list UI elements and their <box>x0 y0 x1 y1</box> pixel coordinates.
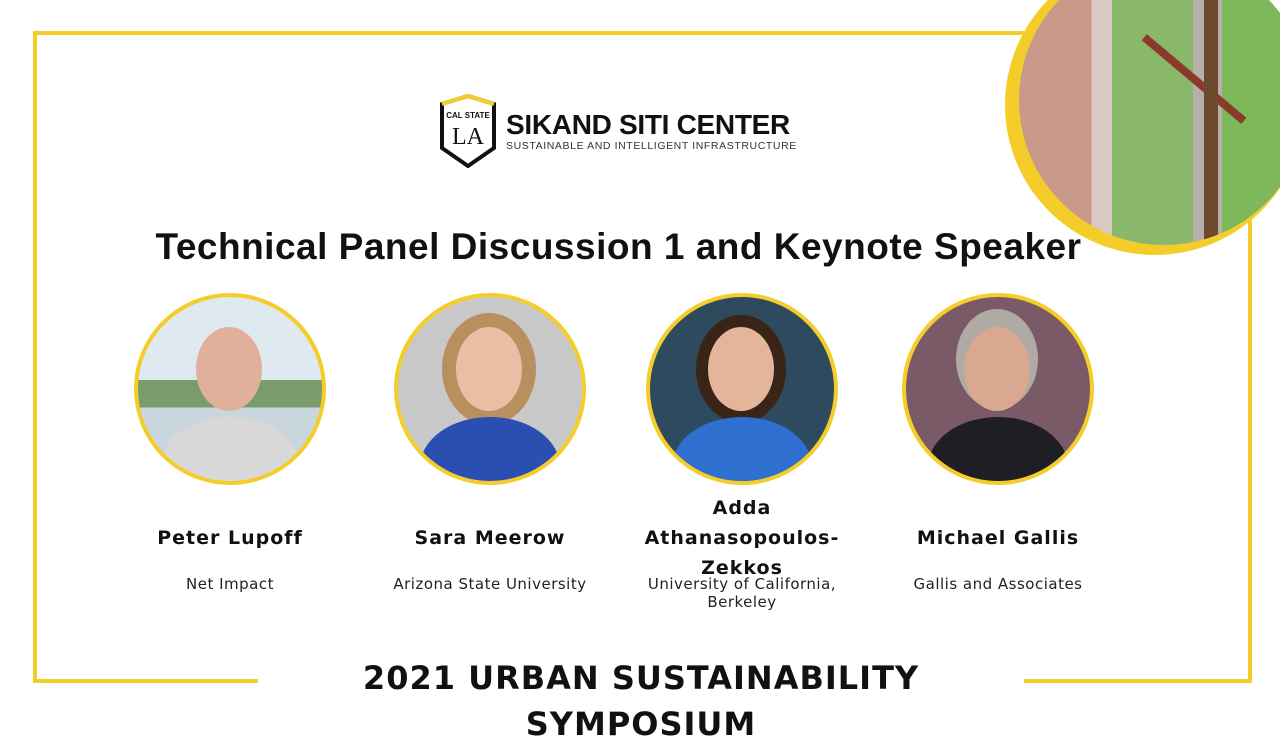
speaker-card: Adda Athanasopoulos-Zekkos University of… <box>612 293 872 611</box>
speaker-name: Michael Gallis <box>916 527 1080 549</box>
speaker-org: Arizona State University <box>393 575 587 593</box>
symposium-banner: 2021 URBAN SUSTAINABILITY SYMPOSIUM <box>258 655 1024 747</box>
speaker-photo <box>134 293 326 485</box>
svg-text:LA: LA <box>452 124 485 150</box>
speaker-card: Peter Lupoff Net Impact <box>100 293 360 593</box>
svg-text:CAL STATE: CAL STATE <box>446 111 490 120</box>
speaker-org: University of California, Berkeley <box>647 575 837 611</box>
speaker-org: Gallis and Associates <box>913 575 1083 593</box>
logo-title: SIKAND SITI CENTER <box>506 109 790 140</box>
cal-state-la-shield-icon: CAL STATE LA <box>438 94 498 168</box>
speaker-name: Sara Meerow <box>414 527 566 549</box>
speaker-card: Sara Meerow Arizona State University <box>360 293 620 593</box>
slide-title: Technical Panel Discussion 1 and Keynote… <box>155 226 1082 267</box>
logo-subtitle: SUSTAINABLE AND INTELLIGENT INFRASTRUCTU… <box>506 140 797 152</box>
sikand-siti-center-logo: CAL STATE LA SIKAND SITI CENTER SUSTAINA… <box>438 94 797 168</box>
campus-photo <box>1005 0 1280 255</box>
speaker-org: Net Impact <box>186 575 274 593</box>
speaker-photo <box>646 293 838 485</box>
speaker-photo <box>902 293 1094 485</box>
speaker-name: Peter Lupoff <box>157 527 303 549</box>
speaker-photo <box>394 293 586 485</box>
speaker-card: Michael Gallis Gallis and Associates <box>868 293 1128 593</box>
speaker-name: Adda Athanasopoulos-Zekkos <box>644 497 840 579</box>
